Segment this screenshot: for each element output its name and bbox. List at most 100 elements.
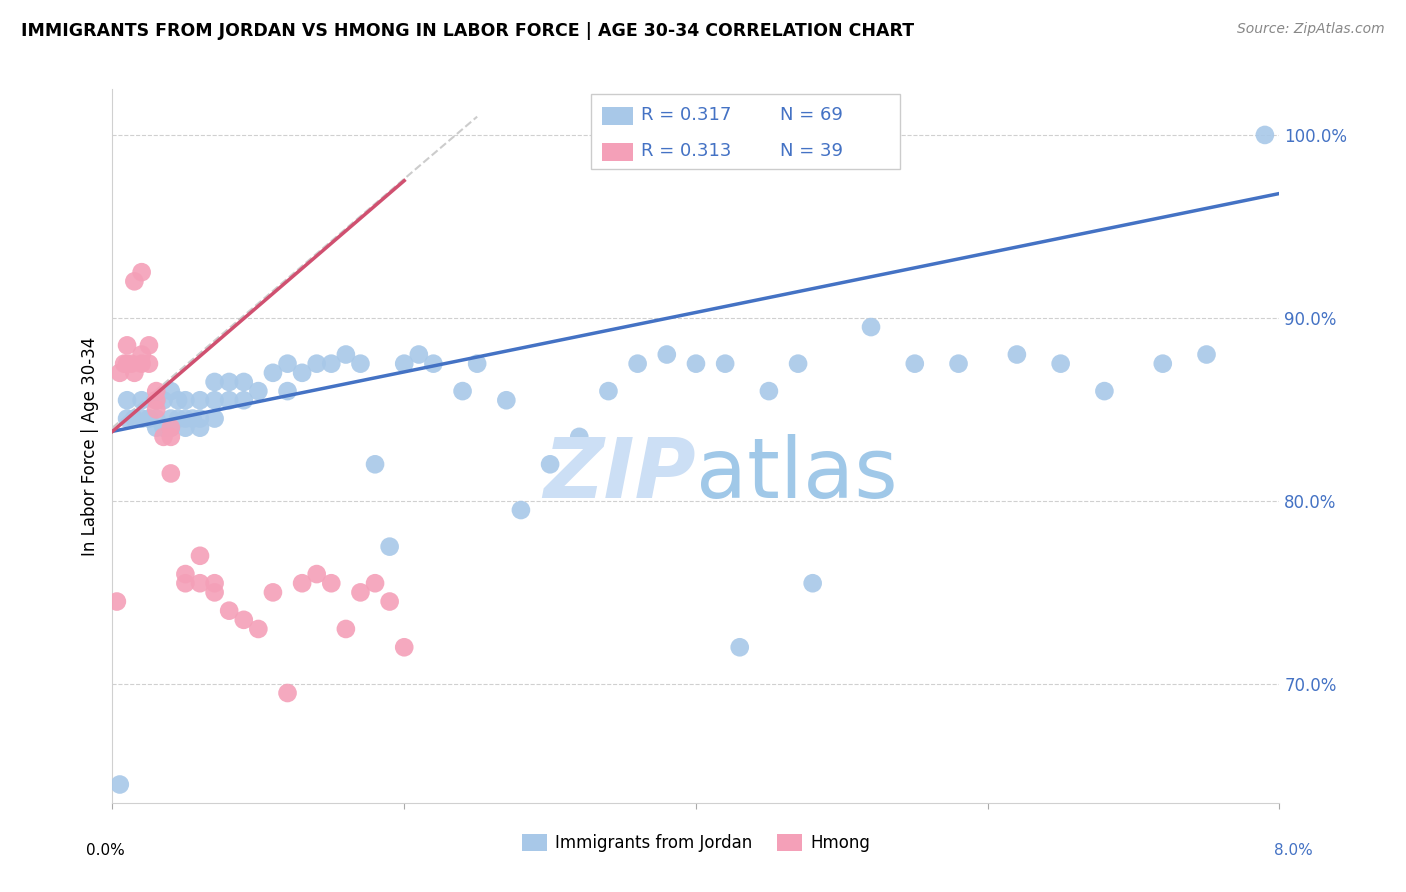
Point — [685, 357, 707, 371]
Point — [160, 411, 183, 425]
Point — [145, 411, 167, 425]
Point — [145, 384, 167, 398]
Point — [188, 411, 211, 425]
Point — [335, 347, 357, 361]
Point — [131, 357, 153, 371]
Point — [627, 357, 650, 371]
Point — [349, 357, 371, 371]
Point — [1094, 384, 1116, 398]
Point — [509, 503, 531, 517]
Point — [131, 393, 153, 408]
Point — [232, 375, 254, 389]
Point — [204, 393, 226, 408]
Point — [174, 567, 197, 582]
Point — [160, 467, 183, 481]
Point — [108, 777, 131, 791]
Point — [124, 274, 146, 288]
Point — [262, 366, 284, 380]
Point — [115, 411, 138, 425]
Point — [305, 357, 328, 371]
Point — [321, 357, 343, 371]
Point — [120, 357, 142, 371]
Point — [1195, 347, 1218, 361]
Point — [124, 366, 146, 380]
Text: atlas: atlas — [696, 434, 897, 515]
Point — [204, 576, 226, 591]
Point — [188, 549, 211, 563]
Point — [115, 357, 138, 371]
Point — [495, 393, 517, 408]
Text: 8.0%: 8.0% — [1274, 843, 1313, 858]
Point — [904, 357, 927, 371]
Point — [232, 613, 254, 627]
Point — [422, 357, 444, 371]
Point — [160, 384, 183, 398]
Point — [1005, 347, 1028, 361]
Point — [714, 357, 737, 371]
Point — [145, 420, 167, 434]
Point — [112, 357, 135, 371]
Point — [728, 640, 751, 655]
Point — [160, 420, 183, 434]
Legend: Immigrants from Jordan, Hmong: Immigrants from Jordan, Hmong — [515, 827, 877, 859]
Point — [378, 540, 401, 554]
Point — [859, 320, 883, 334]
Point — [145, 393, 167, 408]
Point — [174, 393, 197, 408]
Point — [124, 411, 146, 425]
Text: IMMIGRANTS FROM JORDAN VS HMONG IN LABOR FORCE | AGE 30-34 CORRELATION CHART: IMMIGRANTS FROM JORDAN VS HMONG IN LABOR… — [21, 22, 914, 40]
Point — [232, 393, 254, 408]
Point — [131, 347, 153, 361]
Point — [160, 420, 183, 434]
Point — [145, 402, 167, 417]
Point — [188, 420, 211, 434]
Point — [174, 411, 197, 425]
Point — [948, 357, 970, 371]
Point — [138, 338, 160, 352]
Y-axis label: In Labor Force | Age 30-34: In Labor Force | Age 30-34 — [80, 336, 98, 556]
Point — [131, 411, 153, 425]
Point — [188, 576, 211, 591]
Point — [538, 458, 561, 472]
Point — [152, 393, 174, 408]
Text: N = 39: N = 39 — [780, 142, 844, 160]
Point — [181, 411, 204, 425]
Point — [204, 585, 226, 599]
Point — [349, 585, 371, 599]
Point — [167, 393, 190, 408]
Point — [465, 357, 488, 371]
Point — [167, 411, 190, 425]
Text: 0.0%: 0.0% — [86, 843, 125, 858]
Point — [758, 384, 780, 398]
Text: N = 69: N = 69 — [780, 106, 844, 124]
Point — [335, 622, 357, 636]
Point — [1254, 128, 1277, 142]
Point — [451, 384, 474, 398]
Point — [152, 420, 174, 434]
Point — [394, 640, 416, 655]
Point — [218, 393, 240, 408]
Point — [598, 384, 620, 398]
Point — [152, 430, 174, 444]
Text: Source: ZipAtlas.com: Source: ZipAtlas.com — [1237, 22, 1385, 37]
Point — [787, 357, 810, 371]
Point — [138, 411, 160, 425]
Point — [394, 357, 416, 371]
Point — [247, 384, 270, 398]
Point — [276, 357, 298, 371]
Point — [568, 430, 591, 444]
Point — [801, 576, 824, 591]
Point — [305, 567, 328, 582]
Point — [655, 347, 678, 361]
Point — [1049, 357, 1071, 371]
Point — [115, 393, 138, 408]
Point — [138, 357, 160, 371]
Text: ZIP: ZIP — [543, 434, 696, 515]
Point — [1152, 357, 1174, 371]
Point — [218, 375, 240, 389]
Point — [174, 420, 197, 434]
Point — [145, 393, 167, 408]
Text: R = 0.313: R = 0.313 — [641, 142, 731, 160]
Point — [262, 585, 284, 599]
Point — [364, 458, 387, 472]
